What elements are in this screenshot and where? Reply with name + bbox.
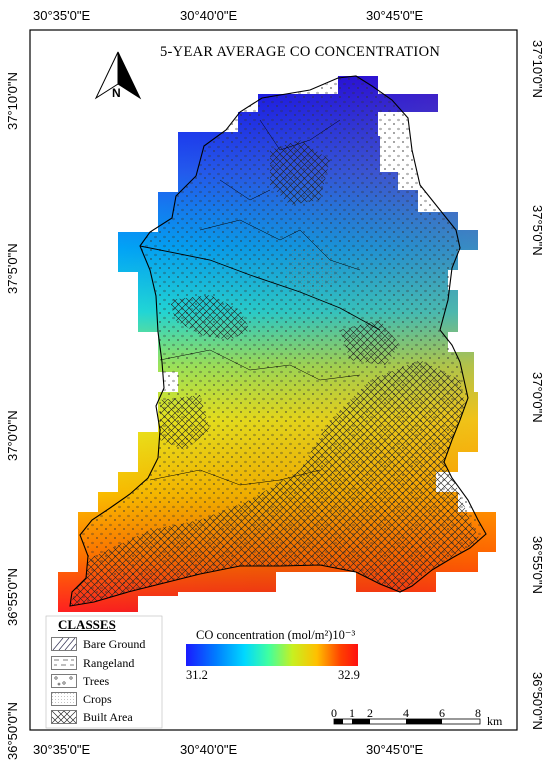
legend-heading: CLASSES bbox=[58, 617, 116, 632]
map-title: 5-YEAR AVERAGE CO CONCENTRATION bbox=[160, 44, 441, 60]
legend-label: Trees bbox=[83, 673, 110, 688]
dash-dot-swatch-icon bbox=[51, 656, 77, 670]
legend-box bbox=[45, 615, 163, 729]
colorbar-min-label: 31.2 bbox=[186, 668, 208, 682]
scale-label: 6 bbox=[439, 706, 445, 720]
scale-bar bbox=[333, 718, 481, 725]
cross-hatch-swatch-icon bbox=[51, 710, 77, 724]
scale-label: 8 bbox=[475, 706, 481, 720]
latitude-tick-right: 37°0'0"N bbox=[530, 372, 545, 423]
latitude-tick-left: 36°55'0"N bbox=[5, 568, 20, 626]
legend-label: Crops bbox=[83, 691, 112, 706]
legend-item-bare-ground: Bare Ground bbox=[51, 636, 145, 652]
legend-label: Rangeland bbox=[83, 655, 135, 670]
north-label: N bbox=[112, 86, 121, 100]
latitude-tick-left: 37°5'0"N bbox=[5, 243, 20, 294]
district-boundaries bbox=[69, 75, 487, 607]
latitude-tick-right: 36°50'0"N bbox=[530, 672, 545, 730]
legend-label: Built Area bbox=[83, 709, 133, 724]
longitude-tick-top: 30°45'0"E bbox=[366, 8, 424, 23]
legend-item-built-area: Built Area bbox=[51, 709, 133, 725]
diagonal-hatch-swatch-icon bbox=[51, 637, 77, 651]
north-arrow-icon bbox=[94, 51, 142, 100]
colorbar bbox=[186, 644, 358, 666]
latitude-tick-left: 37°0'0"N bbox=[5, 410, 20, 461]
colorbar-title: CO concentration (mol/m²)10⁻³ bbox=[196, 628, 356, 642]
latitude-tick-right: 37°5'0"N bbox=[530, 205, 545, 256]
dots-swatch-icon bbox=[51, 692, 77, 706]
circles-swatch-icon bbox=[51, 674, 77, 688]
longitude-tick-bottom: 30°40'0"E bbox=[180, 742, 238, 757]
scale-unit: km bbox=[487, 714, 503, 728]
longitude-tick-bottom: 30°45'0"E bbox=[366, 742, 424, 757]
legend-item-rangeland: Rangeland bbox=[51, 655, 134, 671]
longitude-tick-top: 30°35'0"E bbox=[33, 8, 91, 23]
longitude-tick-bottom: 30°35'0"E bbox=[33, 742, 91, 757]
latitude-tick-left: 37°10'0"N bbox=[5, 72, 20, 130]
colorbar-max-label: 32.9 bbox=[338, 668, 360, 682]
legend-item-crops: Crops bbox=[51, 691, 112, 707]
legend-item-trees: Trees bbox=[51, 673, 109, 689]
latitude-tick-left: 36°50'0"N bbox=[5, 702, 20, 760]
latitude-tick-right: 37°10'0"N bbox=[530, 40, 545, 98]
scale-label: 2 bbox=[367, 706, 373, 720]
scale-label: 1 bbox=[349, 706, 355, 720]
legend-label: Bare Ground bbox=[83, 636, 146, 651]
scale-label: 0 bbox=[331, 706, 337, 720]
latitude-tick-right: 36°55'0"N bbox=[530, 536, 545, 594]
scale-label: 4 bbox=[403, 706, 409, 720]
longitude-tick-top: 30°40'0"E bbox=[180, 8, 238, 23]
